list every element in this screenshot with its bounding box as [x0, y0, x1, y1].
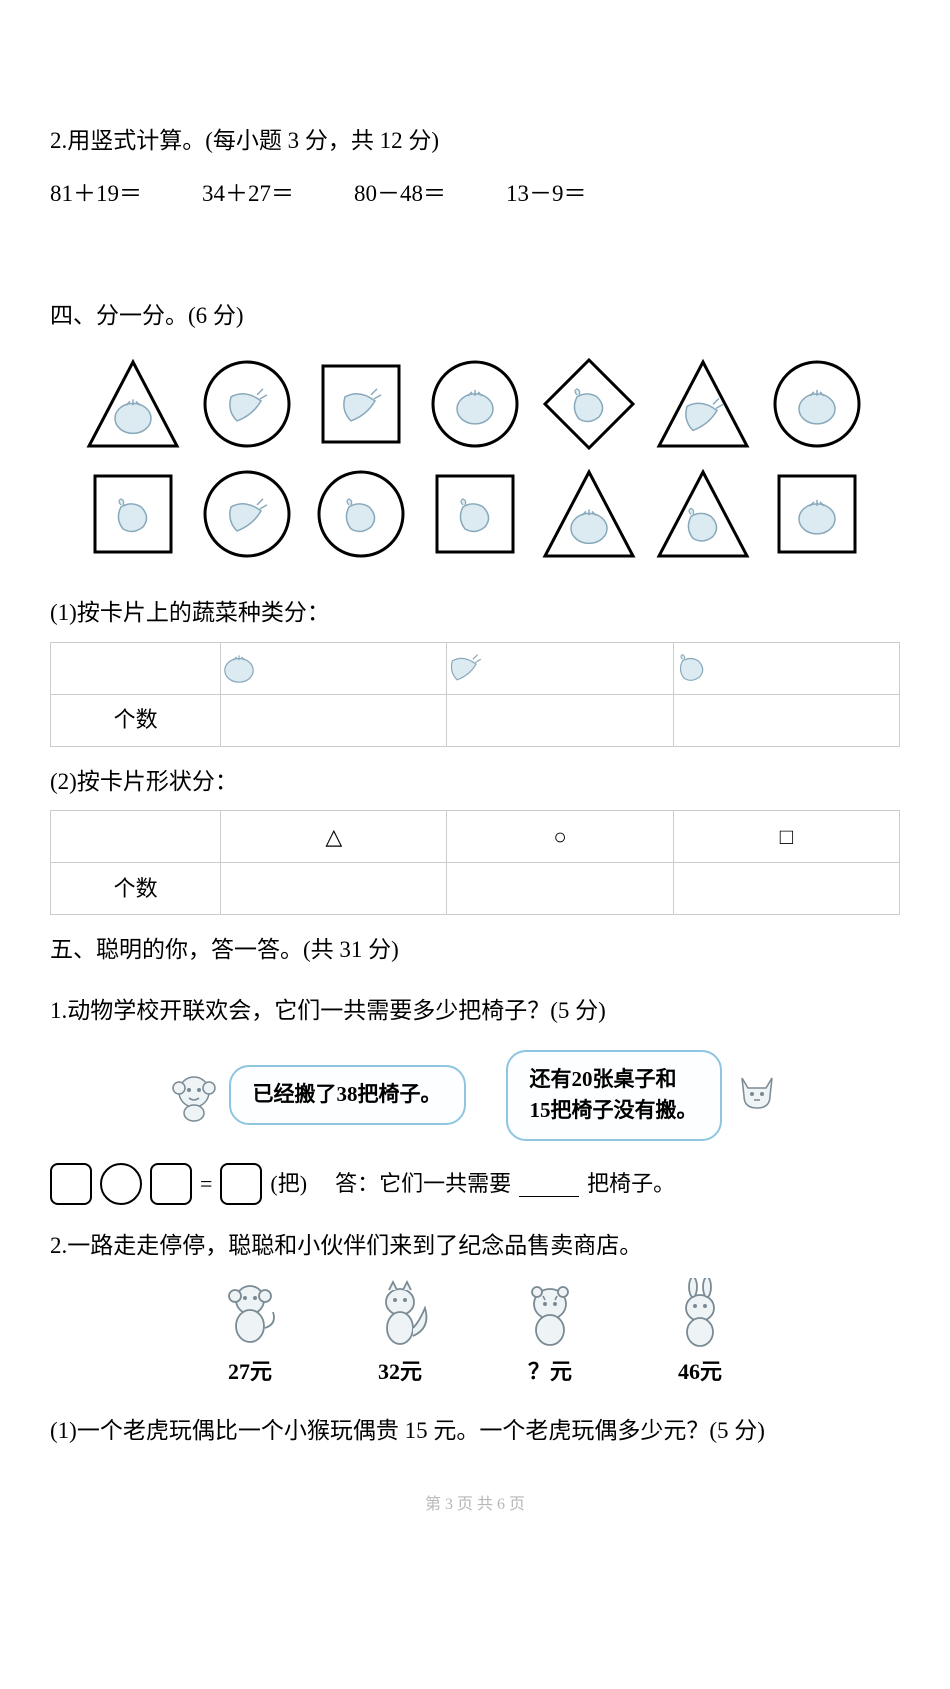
bubble-right: 还有20张桌子和 15把椅子没有搬。 [506, 1050, 722, 1141]
table1-h2 [447, 642, 673, 694]
carrot-icon [681, 397, 725, 435]
table1-h1 [221, 642, 447, 694]
toy-monkey-price: 27元 [228, 1352, 272, 1392]
equals-sign: = [200, 1164, 212, 1204]
toy-tiger-icon [515, 1278, 585, 1348]
tomato-icon [567, 507, 611, 545]
monkey-icon [167, 1068, 221, 1122]
table1-c3[interactable] [673, 694, 899, 746]
shape-card [655, 356, 751, 452]
unit-label: (把) [270, 1164, 307, 1204]
tomato-icon [795, 497, 839, 535]
table2-h2: ○ [447, 810, 673, 862]
page-number: 第 3 页 共 6 页 [50, 1491, 900, 1520]
bubble-left: 已经搬了38把椅子。 [229, 1065, 466, 1125]
toy-rabbit-icon [665, 1278, 735, 1348]
q5-bubbles: 已经搬了38把椅子。 还有20张桌子和 15把椅子没有搬。 [50, 1050, 900, 1141]
table1-h3 [673, 642, 899, 694]
q2-eq-3: 80－48＝ [354, 173, 446, 214]
toy-rabbit-price: 46元 [678, 1352, 722, 1392]
table2-blank [51, 810, 221, 862]
shape-card [85, 356, 181, 452]
q4-row-2 [85, 466, 865, 562]
toys-row: 27元 32元 ？元 46元 [50, 1278, 900, 1392]
fill-circle[interactable] [100, 1163, 142, 1205]
bubble-right-l2: 15把椅子没有搬。 [530, 1098, 698, 1122]
q5-title: 五、聪明的你，答一答。(共 31 分) [50, 929, 900, 970]
q4-title: 四、分一分。(6 分) [50, 295, 900, 336]
q4-row-1 [85, 356, 865, 452]
table2-c1[interactable] [221, 862, 447, 914]
table2-c2[interactable] [447, 862, 673, 914]
toy-monkey-icon [215, 1278, 285, 1348]
shape-card [85, 466, 181, 562]
q4-table-2: △ ○ □ 个数 [50, 810, 900, 915]
tomato-icon [795, 387, 839, 425]
q4-sub2: (2)按卡片形状分： [50, 761, 900, 802]
eggplant-icon [681, 507, 725, 545]
toy-tiger-price: ？元 [528, 1352, 572, 1392]
table1-c1[interactable] [221, 694, 447, 746]
toy-squirrel: 32元 [365, 1278, 435, 1392]
q4-sub1: (1)按卡片上的蔬菜种类分： [50, 592, 900, 633]
toy-tiger: ？元 [515, 1278, 585, 1392]
shape-card [769, 466, 865, 562]
q5-p2-text: 2.一路走走停停，聪聪和小伙伴们来到了纪念品售卖商店。 [50, 1225, 900, 1266]
q2-title: 2.用竖式计算。(每小题 3 分，共 12 分) [50, 120, 900, 161]
tomato-icon [453, 387, 497, 425]
toy-squirrel-icon [365, 1278, 435, 1348]
answer-blank[interactable] [519, 1171, 579, 1197]
q2-eq-1: 81＋19＝ [50, 173, 142, 214]
tomato-icon [111, 397, 155, 435]
shape-card [199, 356, 295, 452]
shape-card [313, 466, 409, 562]
fill-box-3[interactable] [220, 1163, 262, 1205]
bubble-left-group: 已经搬了38把椅子。 [167, 1065, 466, 1125]
toy-monkey: 27元 [215, 1278, 285, 1392]
shape-card [541, 466, 637, 562]
carrot-icon [225, 387, 269, 425]
cat-icon [730, 1068, 784, 1122]
eggplant-icon [111, 497, 155, 535]
eggplant-icon [339, 497, 383, 535]
fill-box-2[interactable] [150, 1163, 192, 1205]
toy-rabbit: 46元 [665, 1278, 735, 1392]
table2-h1: △ [221, 810, 447, 862]
shape-card [313, 356, 409, 452]
shape-card [427, 466, 523, 562]
q2-eq-4: 13－9＝ [506, 173, 587, 214]
table2-c3[interactable] [673, 862, 899, 914]
table1-c2[interactable] [447, 694, 673, 746]
q4-table-1: 个数 [50, 642, 900, 747]
answer-prefix: 答：它们一共需要 [335, 1164, 511, 1204]
shape-card [541, 356, 637, 452]
bubble-right-l1: 还有20张桌子和 [530, 1067, 677, 1091]
fill-box-1[interactable] [50, 1163, 92, 1205]
q5-p2-q1: (1)一个老虎玩偶比一个小猴玩偶贵 15 元。一个老虎玩偶多少元？(5 分) [50, 1410, 900, 1451]
shape-card [655, 466, 751, 562]
q2-equations: 81＋19＝ 34＋27＝ 80－48＝ 13－9＝ [50, 173, 900, 214]
eggplant-icon [567, 387, 611, 425]
carrot-icon [339, 387, 383, 425]
shape-card [769, 356, 865, 452]
bubble-right-group: 还有20张桌子和 15把椅子没有搬。 [506, 1050, 784, 1141]
toy-squirrel-price: 32元 [378, 1352, 422, 1392]
shape-card [199, 466, 295, 562]
q4-shape-grid [50, 356, 900, 562]
table2-count-label: 个数 [51, 862, 221, 914]
table1-count-label: 个数 [51, 694, 221, 746]
q5-p1-text: 1.动物学校开联欢会，它们一共需要多少把椅子？(5 分) [50, 990, 900, 1031]
q5-p1-fill: = (把) 答：它们一共需要 把椅子。 [50, 1163, 900, 1205]
answer-suffix: 把椅子。 [587, 1164, 675, 1204]
table2-h3: □ [673, 810, 899, 862]
eggplant-icon [453, 497, 497, 535]
table1-blank [51, 642, 221, 694]
q2-eq-2: 34＋27＝ [202, 173, 294, 214]
shape-card [427, 356, 523, 452]
carrot-icon [225, 497, 269, 535]
